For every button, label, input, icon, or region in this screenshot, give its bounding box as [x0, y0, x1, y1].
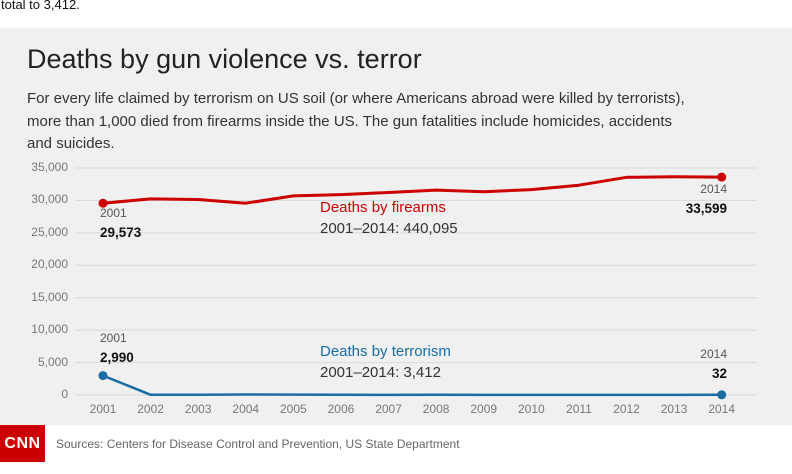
cnn-logo: CNN — [0, 425, 45, 462]
chart-subtitle: For every life claimed by terrorism on U… — [27, 90, 685, 152]
chart-title: Deaths by gun violence vs. terror — [27, 44, 422, 74]
clipped-paragraph-text: total to 3,412. — [1, 0, 80, 12]
footer: CNN Sources: Centers for Disease Control… — [0, 425, 792, 462]
chart-panel: Deaths by gun violence vs. terror For ev… — [0, 28, 792, 425]
sources-text: Sources: Centers for Disease Control and… — [56, 437, 460, 451]
